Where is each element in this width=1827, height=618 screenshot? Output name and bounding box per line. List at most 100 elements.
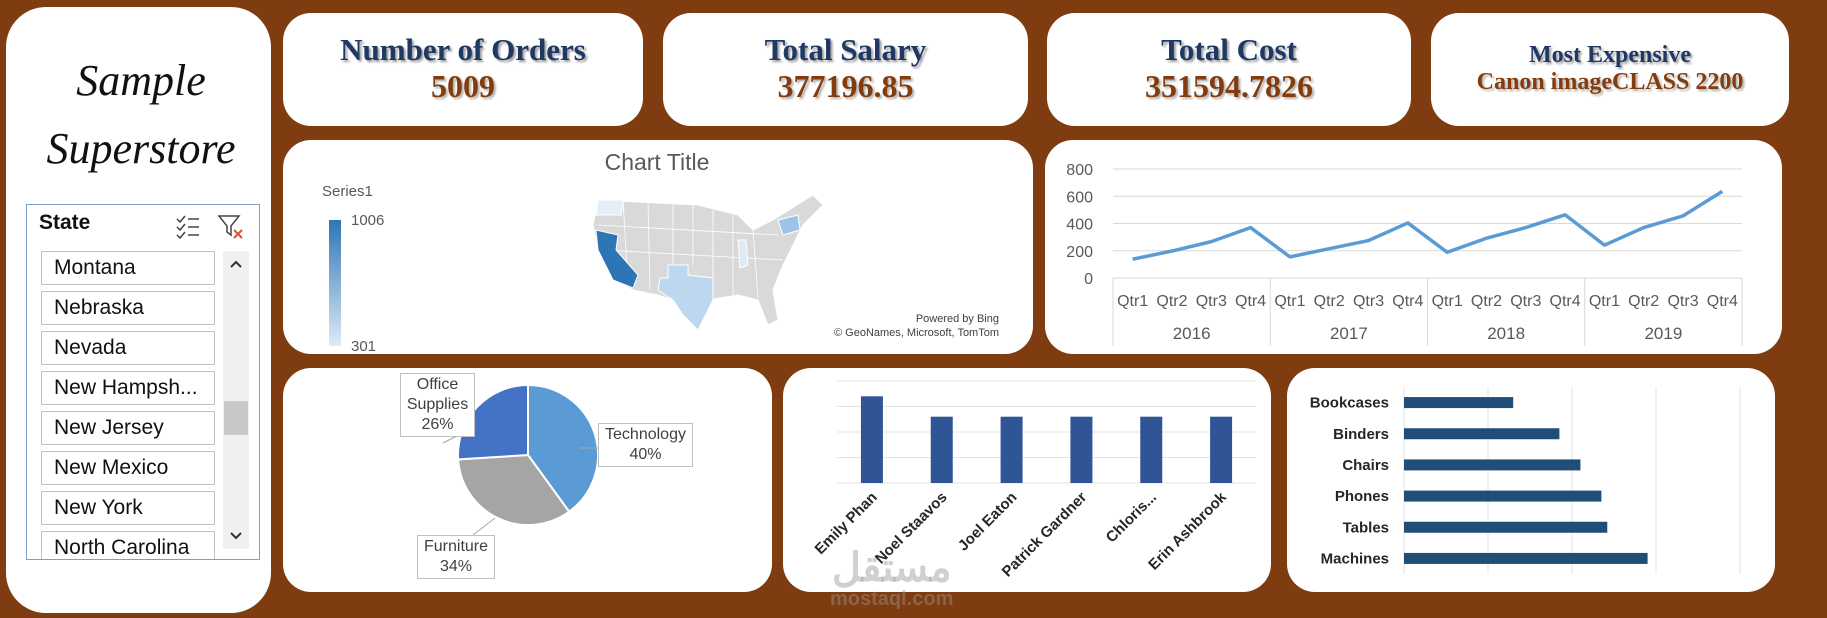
y-tick-label: 600	[1066, 189, 1093, 206]
kpi-label: Number of Orders	[340, 32, 586, 68]
pie-card: Technology 40% Furniture 34% Office Supplies…	[283, 368, 772, 592]
value-label: 26%	[421, 416, 454, 433]
bar	[1140, 416, 1163, 483]
hbar-chart: Bookcases Binders Chairs Phones Tables Machin…	[1310, 387, 1741, 574]
value-label: 34%	[439, 558, 473, 575]
y-tick-label: Chairs	[1342, 457, 1389, 474]
x-tick-label: Qtr3	[1353, 293, 1384, 310]
brand-title: Sample Superstore	[46, 56, 236, 173]
state-new-york	[777, 214, 801, 236]
data-label: Office Supplies 26%	[400, 373, 475, 437]
x-tick-label: Qtr3	[1510, 293, 1541, 310]
y-tick-label: Phones	[1335, 488, 1389, 505]
bar	[1404, 428, 1560, 440]
x-tick-label: Qtr4	[1235, 293, 1266, 310]
x-tick-label: Qtr2	[1156, 293, 1187, 310]
category-label: Office Supplies	[406, 376, 469, 413]
scale-max-label: 1006	[351, 212, 384, 229]
attribution: Powered by Bing	[916, 313, 999, 325]
pie-chart	[442, 383, 599, 536]
bar	[1210, 416, 1233, 483]
state-illinois	[737, 239, 749, 269]
x-tick-label: Noel Staavos	[872, 489, 951, 568]
scale-min-label: 301	[351, 338, 376, 354]
y-tick-label: 400	[1066, 217, 1093, 234]
pie-slice	[527, 383, 599, 514]
bar-card: Emily Phan Noel Staavos Joel Eaton Patrick …	[783, 368, 1271, 592]
kpi-label: Total Cost	[1161, 32, 1297, 68]
value-label: 40%	[629, 446, 662, 463]
kpi-value: 351594.7826	[1145, 68, 1313, 105]
x-tick-label: Chloris...	[1103, 489, 1160, 546]
x-tick-label: Qtr2	[1314, 293, 1345, 310]
kpi-label: Total Salary	[764, 32, 927, 68]
kpi-value: 5009	[431, 68, 495, 105]
y-tick-label: Bookcases	[1310, 395, 1389, 412]
x-tick-label: Qtr1	[1117, 293, 1148, 310]
kpi-label: Most Expensive	[1529, 41, 1691, 68]
x-tick-label: Qtr1	[1274, 293, 1305, 310]
us-map	[592, 194, 824, 331]
line-series	[1132, 189, 1724, 261]
clear-filter-icon[interactable]	[217, 213, 245, 241]
slicer-item[interactable]: Montana	[41, 251, 215, 285]
x-tick-label: Qtr2	[1471, 293, 1502, 310]
kpi-value: Canon imageCLASS 2200	[1476, 69, 1744, 96]
data-label: Technology 40%	[598, 423, 693, 467]
slicer-header: State	[39, 211, 91, 234]
x-tick-label: Qtr4	[1550, 293, 1581, 310]
bar	[1404, 459, 1581, 471]
y-tick-label: Machines	[1321, 550, 1389, 567]
state-slicer[interactable]: State Montana Nebraska Nevada New Hampsh...…	[26, 204, 260, 560]
slicer-item[interactable]: Nebraska	[41, 291, 215, 325]
y-tick-label: 200	[1066, 244, 1093, 261]
scroll-controls	[224, 260, 248, 540]
data-label: Furniture 34%	[417, 535, 495, 579]
bar	[1000, 416, 1023, 483]
sidebar: Sample Superstore State Montana Nebraska N…	[6, 7, 271, 613]
x-group-label: 2017	[1330, 324, 1368, 343]
pie-slice	[457, 383, 529, 461]
slicer-item[interactable]: New Mexico	[41, 451, 215, 485]
line-chart: 0 200 400 600 800 Qtr1 Qtr2 Qtr3 Qtr4 Qtr1 Qtr2 Qtr…	[1066, 162, 1743, 346]
slicer-item[interactable]: New Jersey	[41, 411, 215, 445]
state-washington	[595, 199, 624, 216]
multi-select-icon[interactable]	[175, 213, 201, 239]
slicer-item[interactable]: North Carolina	[41, 531, 215, 559]
attribution: © GeoNames, Microsoft, TomTom	[834, 327, 999, 339]
x-group-label: 2019	[1644, 324, 1682, 343]
pie-slice	[457, 453, 571, 526]
x-tick-label: Qtr1	[1589, 293, 1620, 310]
map-chart: Chart Title Series1 1006 301 Powered by Bing…	[322, 149, 999, 354]
bar	[1404, 552, 1648, 564]
category-label: Technology	[605, 426, 686, 443]
x-tick-label: Qtr2	[1628, 293, 1659, 310]
slicer-item[interactable]: New York	[41, 491, 215, 525]
leader-line	[472, 517, 496, 536]
line-card: 0 200 400 600 800 Qtr1 Qtr2 Qtr3 Qtr4 Qtr1 Qtr2 Qtr…	[1045, 140, 1782, 354]
x-group-label: 2016	[1173, 324, 1211, 343]
x-tick-label: Qtr3	[1667, 293, 1698, 310]
x-tick-label: Qtr3	[1196, 293, 1227, 310]
kpi-card: Total Salary 377196.85	[663, 13, 1028, 126]
bar	[1070, 416, 1093, 483]
x-group-label: 2018	[1487, 324, 1525, 343]
kpi-card: Most Expensive Canon imageCLASS 2200	[1431, 13, 1789, 126]
slicer-item[interactable]: New Hampsh...	[41, 371, 215, 405]
bar	[1404, 490, 1602, 502]
bar	[1404, 397, 1514, 409]
land	[592, 194, 824, 331]
scrollbar[interactable]	[223, 251, 249, 549]
x-tick-label: Qtr4	[1707, 293, 1738, 310]
slicer-item[interactable]: Nevada	[41, 331, 215, 365]
bar	[860, 396, 883, 483]
x-tick-label: Emily Phan	[812, 489, 881, 558]
category-label: Furniture	[423, 538, 489, 555]
kpi-card: Number of Orders 5009	[283, 13, 643, 126]
legend-title: Series1	[322, 183, 373, 200]
map-card: Chart Title Series1 1006 301 Powered by Bing…	[283, 140, 1033, 354]
hbar-card: Bookcases Binders Chairs Phones Tables Machin…	[1287, 368, 1775, 592]
bar	[930, 416, 953, 483]
